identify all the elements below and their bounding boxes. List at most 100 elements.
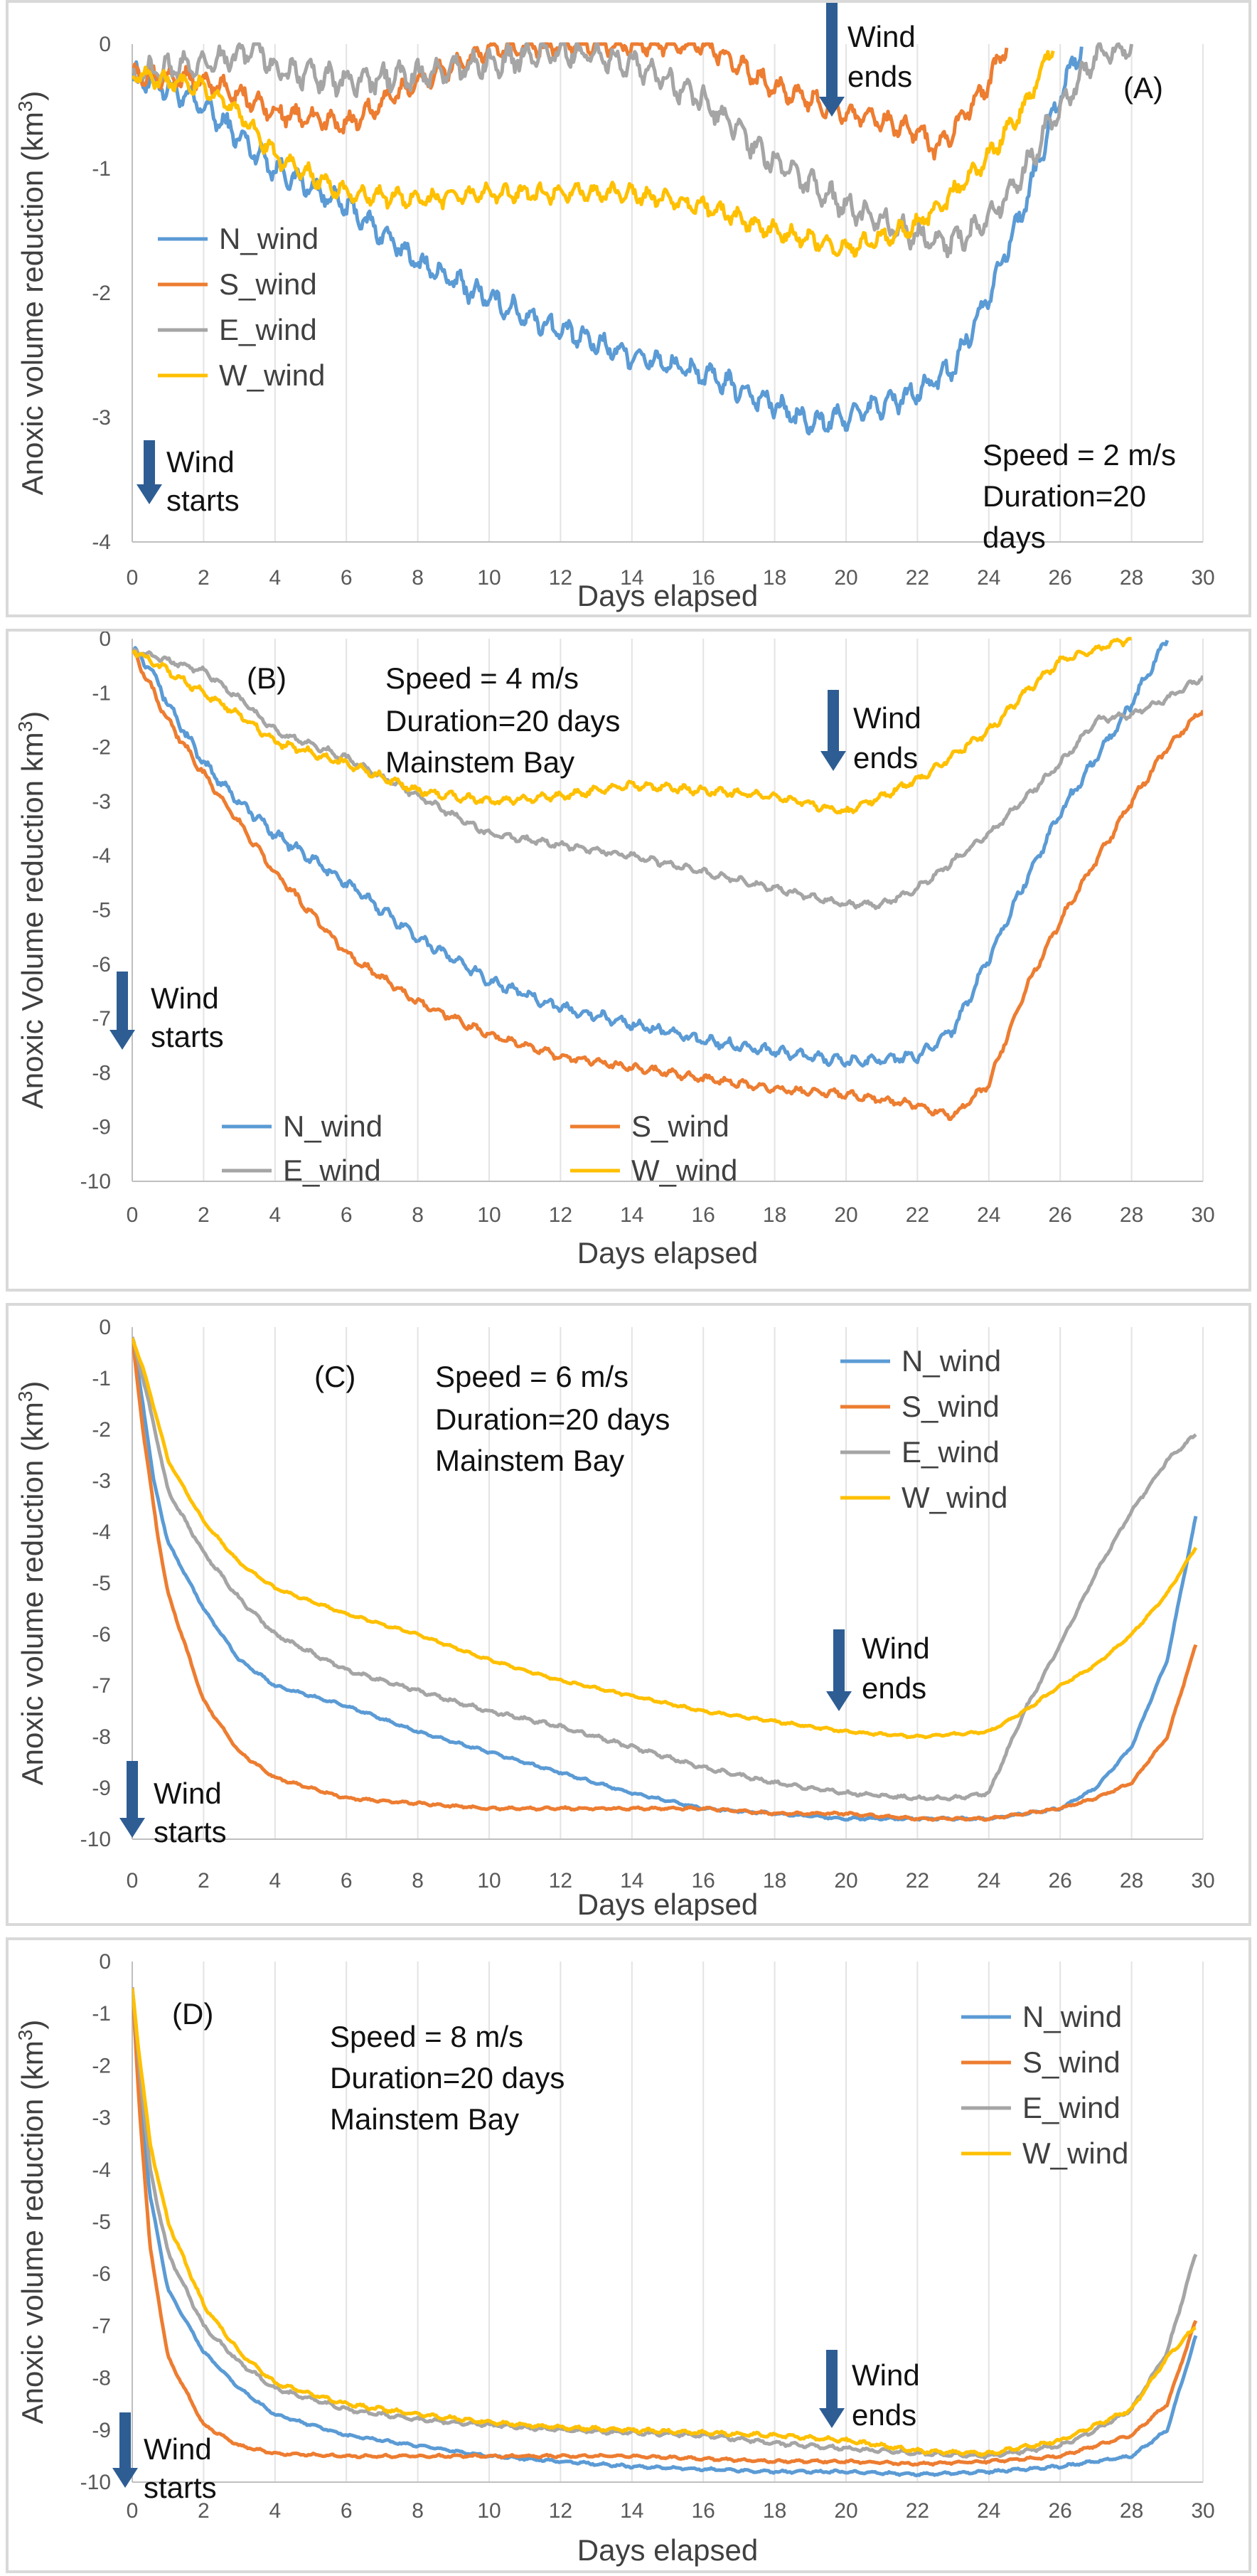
x-tick-label: 14 — [620, 1869, 643, 1893]
wind-ends-label: Wind — [853, 701, 921, 735]
series-line-s-wind — [132, 1987, 1198, 2467]
wind-ends-label: ends — [853, 741, 918, 775]
x-tick-label: 10 — [477, 1869, 501, 1893]
x-tick-label: 22 — [906, 2499, 929, 2523]
x-tick-label: 24 — [977, 1869, 1000, 1893]
x-tick-label: 30 — [1191, 1203, 1214, 1227]
y-tick-label: -1 — [92, 681, 111, 705]
x-tick-label: 2 — [198, 2499, 210, 2523]
x-tick-label: 26 — [1049, 1869, 1072, 1893]
chart-panel-d: 0 2 4 6 8 10 12 14 16 18 20 22 24 26 28 30 0 -1 -2 -3 -4 -5 -6… — [6, 1937, 1251, 2573]
wind-ends-label: Wind — [852, 2358, 920, 2392]
y-tick-label: -10 — [80, 1170, 111, 1193]
x-tick-label: 14 — [620, 1203, 643, 1227]
y-tick-label: -4 — [92, 844, 111, 868]
duration-annotation: Duration=20 days — [330, 2061, 565, 2095]
x-tick-label: 20 — [834, 566, 857, 590]
legend-label: N_wind — [902, 1344, 1001, 1378]
wind-ends-arrow-icon — [819, 3, 845, 117]
y-tick-label: -8 — [92, 1725, 111, 1749]
x-tick-label: 26 — [1049, 566, 1072, 590]
speed-annotation: Speed = 6 m/s — [435, 1360, 628, 1393]
y-tick-label: -5 — [92, 1572, 111, 1595]
x-tick-label: 16 — [692, 2499, 715, 2523]
x-tick-label: 2 — [198, 1203, 210, 1227]
wind-starts-label: Wind — [151, 981, 219, 1015]
legend-label: E_wind — [283, 1154, 381, 1187]
duration-annotation: Duration=20 — [983, 479, 1146, 513]
legend: N_wind S_wind E_wind W_wind — [222, 1109, 737, 1187]
x-tick-label: 4 — [269, 2499, 281, 2523]
legend-label: E_wind — [1022, 2091, 1120, 2124]
chart-panel-b: 0 2 4 6 8 10 12 14 16 18 20 22 24 26 28 30 0 -1 -2 -3 -4 -5 -6… — [6, 629, 1251, 1292]
panel-label: (B) — [247, 661, 287, 695]
wind-starts-label: Wind — [166, 445, 235, 479]
y-tick-label: -2 — [92, 2054, 111, 2077]
x-axis-title: Days elapsed — [577, 1888, 758, 1921]
chart-svg: 0 2 4 6 8 10 12 14 16 18 20 22 24 26 28 300-1-2-3-4Days… — [14, 3, 1215, 612]
wind-starts-label: Wind — [154, 1777, 222, 1810]
panel-label: (C) — [314, 1360, 355, 1393]
series-line-e-wind — [132, 42, 1134, 259]
speed-annotation: Speed = 2 m/s — [983, 438, 1176, 472]
y-tick-label: -6 — [92, 2262, 111, 2286]
series-group — [132, 42, 1134, 436]
chart-svg: 0 2 4 6 8 10 12 14 16 18 20 22 24 26 28 300-1-2-3-4-5-6… — [14, 632, 1215, 1270]
y-tick-label: -1 — [92, 2002, 111, 2026]
y-tick-label: -3 — [92, 790, 111, 814]
duration-annotation: Duration=20 days — [385, 704, 620, 738]
x-tick-label: 12 — [549, 566, 572, 590]
series-line-e-wind — [132, 1986, 1198, 2460]
y-tick-label: -8 — [92, 1061, 111, 1085]
y-axis-title: Anoxic volume reduction (km3) — [14, 2020, 50, 2425]
legend: N_wind S_wind E_wind W_wind — [840, 1344, 1007, 1514]
chart-panel-c: 0 2 4 6 8 10 12 14 16 18 20 22 24 26 28 30 0 -1 -2 -3 -4 -5 -6… — [6, 1303, 1251, 1926]
y-tick-label: -4 — [92, 2159, 111, 2182]
wind-starts-label: starts — [151, 1020, 224, 1053]
series-group — [132, 1336, 1198, 1822]
y-tick-label: 0 — [99, 1950, 111, 1974]
y-tick-label: 0 — [99, 1316, 111, 1339]
x-tick-label: 20 — [834, 2499, 857, 2523]
wind-starts-arrow-icon — [109, 972, 135, 1050]
y-tick-label: 0 — [99, 632, 111, 651]
x-tick-label: 30 — [1191, 2499, 1214, 2523]
x-tick-label: 10 — [477, 1203, 501, 1227]
y-tick-label: -6 — [92, 953, 111, 976]
y-tick-label: -7 — [92, 2314, 111, 2338]
legend-label: S_wind — [631, 1109, 729, 1143]
y-tick-label: -2 — [92, 282, 111, 305]
x-tick-label: 10 — [477, 566, 501, 590]
y-tick-label: -9 — [92, 1116, 111, 1139]
x-tick-label: 28 — [1120, 1203, 1143, 1227]
x-tick-label: 8 — [412, 1869, 424, 1893]
series-line-w-wind — [132, 1337, 1198, 1740]
x-tick-label: 26 — [1049, 1203, 1072, 1227]
wind-starts-label: starts — [144, 2471, 217, 2504]
x-tick-label: 28 — [1120, 1869, 1143, 1893]
panel-label: (A) — [1123, 71, 1163, 105]
y-tick-label: -10 — [80, 2471, 111, 2494]
x-tick-label: 12 — [549, 2499, 572, 2523]
x-tick-label: 30 — [1191, 566, 1214, 590]
x-tick-label: 22 — [906, 1869, 929, 1893]
x-tick-label: 6 — [341, 566, 353, 590]
legend-label: N_wind — [283, 1109, 383, 1143]
y-tick-label: -1 — [92, 1367, 111, 1390]
y-tick-label: -3 — [92, 406, 111, 430]
wind-ends-arrow-icon — [819, 2350, 845, 2428]
wind-ends-label: ends — [847, 60, 912, 93]
series-line-w-wind — [132, 50, 1055, 258]
x-tick-label: 10 — [477, 2499, 501, 2523]
x-tick-label: 18 — [763, 2499, 786, 2523]
legend-label: S_wind — [219, 267, 317, 301]
x-tick-label: 24 — [977, 2499, 1000, 2523]
chart-panel-a: 0 2 4 6 8 10 12 14 16 18 20 22 24 26 28 30 0 -1 -2 -3 -4 Days… — [6, 0, 1251, 617]
x-tick-label: 4 — [269, 566, 281, 590]
x-axis-title: Days elapsed — [577, 1236, 758, 1270]
wind-ends-arrow-icon — [820, 690, 846, 771]
x-tick-label: 12 — [549, 1869, 572, 1893]
x-tick-label: 16 — [692, 1203, 715, 1227]
duration-annotation: Duration=20 days — [435, 1403, 670, 1436]
legend-label: W_wind — [1022, 2136, 1128, 2170]
